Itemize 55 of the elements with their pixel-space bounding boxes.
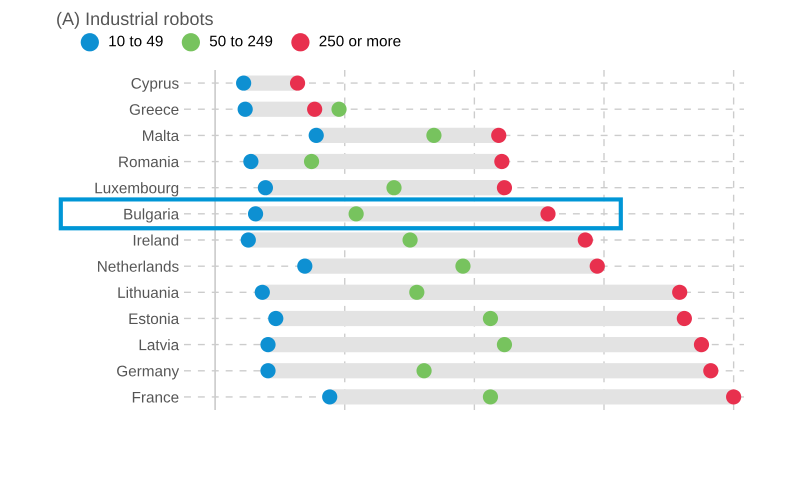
point: [455, 258, 471, 274]
y-tick-label: Bulgaria: [124, 208, 180, 223]
chart-title: (A) Industrial robots: [57, 12, 213, 29]
point: [268, 310, 284, 326]
point: [672, 284, 688, 300]
point: [238, 102, 253, 117]
point: [331, 102, 347, 117]
point: [496, 337, 512, 352]
point: [240, 232, 256, 248]
legend-label: 50 to 249: [210, 36, 272, 46]
y-tick-label: Ireland: [134, 234, 178, 246]
point: [694, 337, 710, 352]
point: [322, 389, 338, 405]
y-tick-label: Cyprus: [132, 78, 179, 92]
point: [409, 284, 424, 300]
point: [260, 363, 276, 378]
point: [402, 232, 418, 248]
point: [297, 258, 312, 274]
point: [578, 232, 593, 248]
point: [482, 389, 498, 405]
y-tick-label: France: [132, 392, 178, 403]
point: [236, 75, 252, 91]
y-tick-label: Latvia: [140, 339, 180, 350]
y-tick-label: Lithuania: [118, 286, 180, 298]
y-tick-label: Malta: [143, 130, 180, 142]
y-tick-label: Estonia: [129, 312, 180, 324]
point: [290, 75, 306, 91]
y-tick-label: Greece: [130, 104, 178, 115]
point: [676, 310, 692, 326]
point: [348, 206, 364, 222]
point: [308, 128, 324, 143]
point: [494, 154, 510, 170]
y-tick-label: Romania: [119, 156, 180, 168]
point: [482, 310, 498, 326]
point: [386, 180, 402, 196]
point: [258, 180, 274, 196]
legend-label: 10 to 49: [109, 36, 163, 46]
y-tick-label: Germany: [117, 366, 180, 380]
y-tick-label: Netherlands: [98, 260, 179, 272]
point: [540, 206, 556, 222]
point: [416, 363, 432, 378]
point: [307, 102, 322, 117]
point: [304, 154, 320, 170]
legend-label: 250 or more: [320, 36, 400, 46]
point: [254, 284, 270, 300]
point: [703, 363, 718, 378]
point: [248, 206, 264, 222]
point: [243, 154, 258, 170]
point: [726, 389, 742, 405]
point: [491, 128, 506, 143]
point: [496, 180, 512, 196]
point: [260, 337, 276, 352]
point: [426, 128, 442, 143]
y-tick-label: Luxembourg: [95, 182, 178, 196]
point: [590, 258, 605, 274]
